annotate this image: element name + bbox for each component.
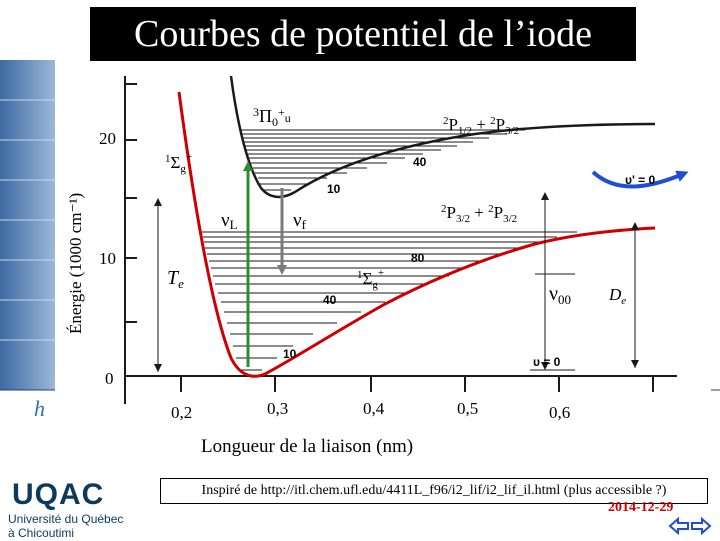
x-tick-0-6: 0,6 xyxy=(549,403,570,422)
blue-curved-arrow xyxy=(591,170,689,189)
y-axis xyxy=(124,76,137,404)
credit-note: Inspiré de http://itl.chem.ufl.edu/4411L… xyxy=(160,478,708,504)
de-label: De xyxy=(608,285,626,307)
upper-state-curve xyxy=(229,75,656,199)
y-axis-title: Énergie (1000 cm⁻¹) xyxy=(66,193,85,334)
nav-back-icon[interactable] xyxy=(668,516,689,536)
x-tick-0-5: 0,5 xyxy=(457,399,478,418)
x-tick-0-2: 0,2 xyxy=(171,403,192,422)
page-title: Courbes de potentiel de l’iode xyxy=(90,7,636,61)
ground-v-label-10: 10 xyxy=(283,347,297,361)
uqac-logo-word: UQAC xyxy=(12,478,105,511)
upper-vibrational-levels xyxy=(240,129,525,191)
ground-state-label-right: 1Σg+ xyxy=(357,267,384,291)
upper-v-label-40: 40 xyxy=(413,155,427,169)
y-tick-20: 20 xyxy=(99,129,116,148)
ground-v-label-80: 80 xyxy=(411,251,425,265)
ground-v0-label: υ = 0 xyxy=(533,355,561,369)
x-axis xyxy=(125,375,677,392)
side-letter: h xyxy=(34,396,45,421)
ground-vibrational-levels xyxy=(202,231,577,371)
x-axis-title: Longueur de la liaison (nm) xyxy=(201,436,413,457)
upper-v-label-10: 10 xyxy=(327,182,341,196)
y-tick-10: 10 xyxy=(99,249,116,268)
nu-f-label: νf xyxy=(293,210,307,232)
upper-state-label: 3Π0+u xyxy=(253,105,291,129)
y-tick-0: 0 xyxy=(105,369,114,388)
nav-arrows-svg xyxy=(668,516,712,536)
nav-forward-icon[interactable] xyxy=(691,516,712,536)
ground-state-label-left: 1Σg+ xyxy=(165,151,192,175)
uqac-logo-line1: Université du Québec xyxy=(8,512,124,526)
upper-dissociation-label: 2P1/2 + 2P3/2 xyxy=(443,115,519,137)
x-tick-0-3: 0,3 xyxy=(267,399,288,418)
te-label: Te xyxy=(167,267,184,291)
slide-navigation xyxy=(668,516,712,541)
nu-l-label: νL xyxy=(221,210,238,232)
uqac-logo-line2: à Chicoutimi xyxy=(8,526,75,540)
x-tick-0-4: 0,4 xyxy=(363,399,385,418)
nu00-label: ν00 xyxy=(549,283,571,307)
uqac-logo: UQAC Université du Québec à Chicoutimi xyxy=(8,478,128,540)
diagram-svg: 20 10 0 0,2 0,3 0,4 0,5 0,6 Longueur de … xyxy=(66,75,689,457)
slide-date: 2014-12-29 xyxy=(608,500,674,515)
ground-v-label-40: 40 xyxy=(323,293,337,307)
potential-energy-diagram: 20 10 0 0,2 0,3 0,4 0,5 0,6 Longueur de … xyxy=(55,62,711,466)
lower-dissociation-label: 2P3/2 + 2P3/2 xyxy=(441,203,517,225)
upper-v0-label: υ' = 0 xyxy=(625,173,656,187)
